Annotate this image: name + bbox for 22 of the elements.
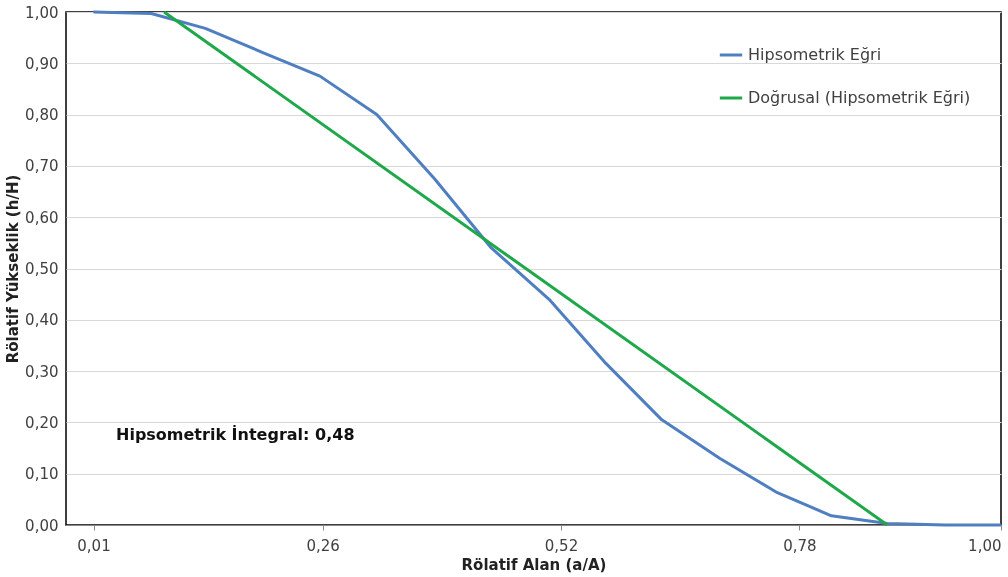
y-tick-label: 0,50 <box>25 260 59 278</box>
x-tick-label: 0,26 <box>306 536 340 555</box>
y-tick-label: 0,80 <box>25 106 59 125</box>
y-tick-label: 0,00 <box>25 516 59 535</box>
line-series <box>92 10 1003 527</box>
y-tick-label: 0,30 <box>25 362 59 381</box>
y-tick-label: 0,60 <box>25 208 59 227</box>
y-tick-label: 0,10 <box>25 465 59 484</box>
x-tick-label: 0,52 <box>544 536 579 555</box>
legend-label: Doğrusal (Hipsometrik Eğri) <box>748 88 971 107</box>
x-tick-label: 1,00 <box>968 536 1002 555</box>
y-tick-label: 1,00 <box>25 3 59 22</box>
legend-label: Hipsometrik Eğri <box>748 45 882 64</box>
y-tick-label: 0,40 <box>25 311 59 330</box>
x-tick-label: 0,78 <box>783 536 817 555</box>
y-tick-label: 0,70 <box>25 157 59 176</box>
y-tick-label: 0,90 <box>25 54 59 73</box>
x-tick-label: 0,01 <box>77 536 111 555</box>
y-axis-title: Rölatif Yükseklik (h/H) <box>4 174 23 364</box>
annotation: Hipsometrik İntegral: 0,48 <box>116 425 355 444</box>
x-axis-title: Rölatif Alan (a/A) <box>461 555 607 574</box>
y-tick-label: 0,20 <box>25 413 59 432</box>
